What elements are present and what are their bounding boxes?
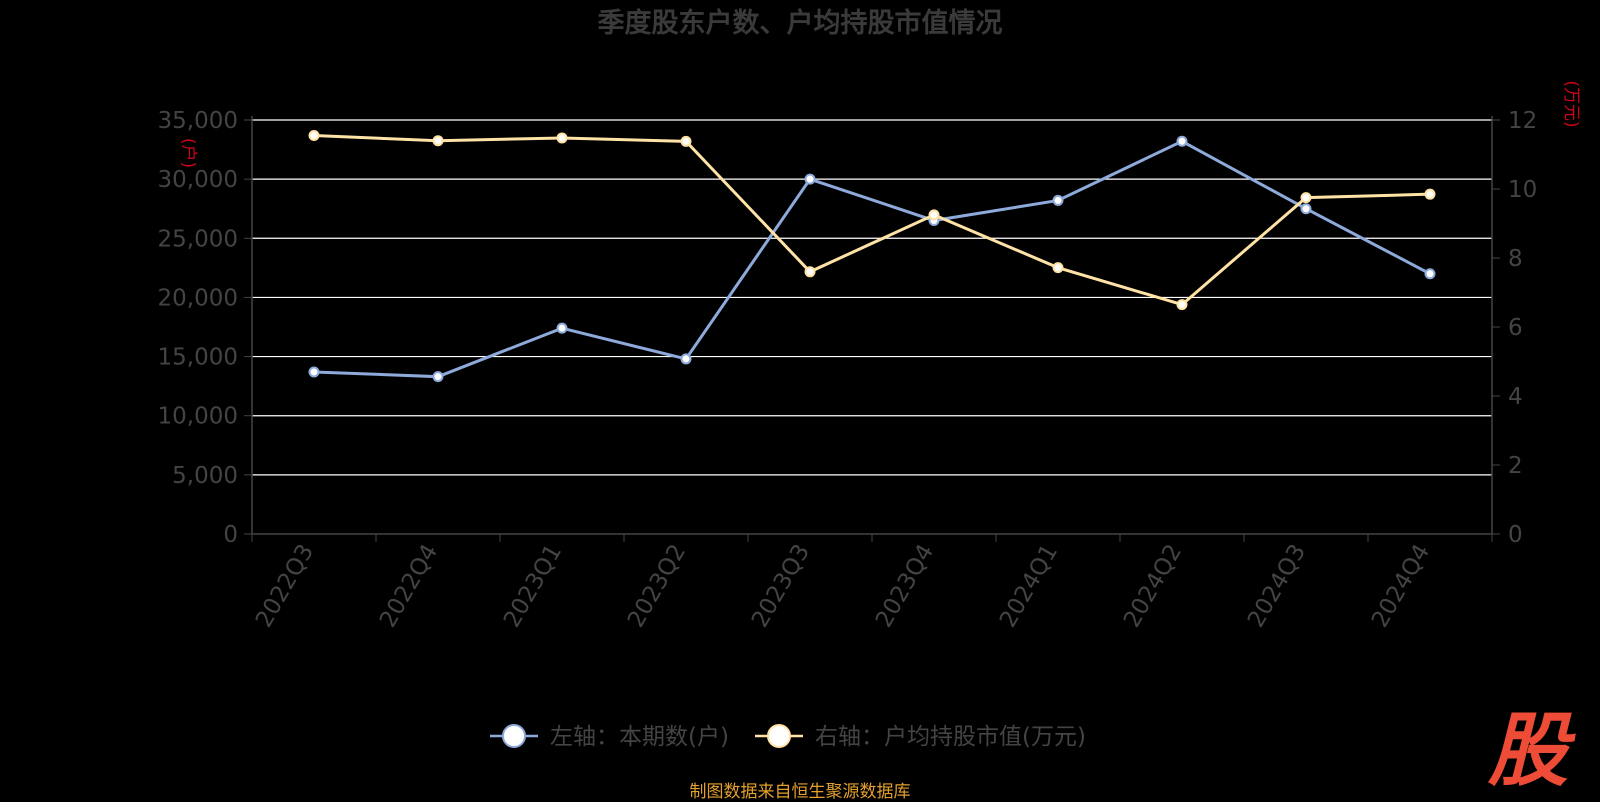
right-tick-label: 8 — [1508, 246, 1523, 272]
right-axis-ticks: 0 2 4 6 8 10 12 — [1492, 108, 1537, 548]
right-axis-unit: (万元) — [1561, 80, 1581, 127]
logo-glyph: 股 — [1487, 708, 1576, 788]
legend: 左轴：本期数(户) 右轴：户均持股市值(万元) — [490, 724, 1086, 750]
grid-lines — [252, 119, 1492, 476]
data-point — [1300, 192, 1312, 204]
x-axis-ticks: 2022Q3 2022Q4 2023Q1 2023Q2 2023Q3 2023Q4 2024… — [251, 534, 1493, 632]
data-point — [928, 209, 940, 221]
data-point — [1052, 262, 1064, 274]
data-point — [308, 366, 320, 378]
left-tick-label: 25,000 — [158, 226, 238, 252]
x-tick-label: 2024Q4 — [1367, 540, 1435, 632]
right-tick-label: 4 — [1508, 384, 1523, 410]
data-point — [432, 371, 444, 383]
left-tick-label: 15,000 — [158, 345, 238, 371]
x-tick-label: 2023Q4 — [871, 540, 939, 632]
data-point — [1176, 135, 1188, 147]
data-point — [556, 322, 568, 334]
data-point — [432, 135, 444, 147]
right-tick-label: 10 — [1508, 177, 1537, 203]
data-source-footer: 制图数据来自恒生聚源数据库 — [689, 782, 911, 802]
right-tick-label: 6 — [1508, 315, 1523, 341]
x-tick-label: 2024Q1 — [995, 540, 1063, 632]
legend-label-left: 左轴：本期数(户) — [550, 724, 729, 750]
logo-mark: 股 — [1487, 708, 1576, 788]
x-tick-label: 2023Q2 — [623, 540, 691, 632]
right-tick-label: 0 — [1508, 522, 1523, 548]
legend-marker-right — [767, 724, 791, 748]
left-tick-label: 30,000 — [158, 167, 238, 193]
right-tick-label: 12 — [1508, 108, 1537, 134]
data-point — [1424, 188, 1436, 200]
x-tick-label: 2023Q1 — [499, 540, 567, 632]
left-axis-ticks: 0 5,000 10,000 15,000 20,000 25,000 30,000 35,0… — [158, 108, 252, 548]
left-axis-unit: (户) — [178, 138, 198, 168]
x-tick-label: 2024Q2 — [1119, 540, 1187, 632]
left-tick-label: 20,000 — [158, 285, 238, 311]
right-tick-label: 2 — [1508, 453, 1523, 479]
x-tick-label: 2022Q4 — [375, 540, 443, 632]
left-tick-label: 35,000 — [158, 108, 238, 134]
left-tick-label: 5,000 — [172, 463, 238, 489]
data-point — [804, 173, 816, 185]
x-tick-label: 2022Q3 — [251, 540, 319, 632]
data-point — [1052, 194, 1064, 206]
data-point — [804, 266, 816, 278]
data-point — [1176, 299, 1188, 311]
data-point — [1424, 268, 1436, 280]
data-point — [680, 353, 692, 365]
data-point — [1300, 203, 1312, 215]
data-point — [680, 135, 692, 147]
legend-item-left[interactable]: 左轴：本期数(户) — [490, 724, 729, 750]
series-layer — [308, 130, 1436, 383]
x-tick-label: 2024Q3 — [1243, 540, 1311, 632]
left-tick-label: 10,000 — [158, 404, 238, 430]
series-line-left — [313, 139, 1431, 379]
legend-item-right[interactable]: 右轴：户均持股市值(万元) — [755, 724, 1086, 750]
data-point — [308, 130, 320, 142]
data-point — [556, 132, 568, 144]
legend-marker-left — [502, 724, 526, 748]
x-tick-label: 2023Q3 — [747, 540, 815, 632]
chart-title: 季度股东户数、户均持股市值情况 — [598, 7, 1003, 39]
left-tick-label: 0 — [223, 522, 238, 548]
legend-label-right: 右轴：户均持股市值(万元) — [815, 724, 1086, 750]
series-line-right — [313, 134, 1431, 307]
